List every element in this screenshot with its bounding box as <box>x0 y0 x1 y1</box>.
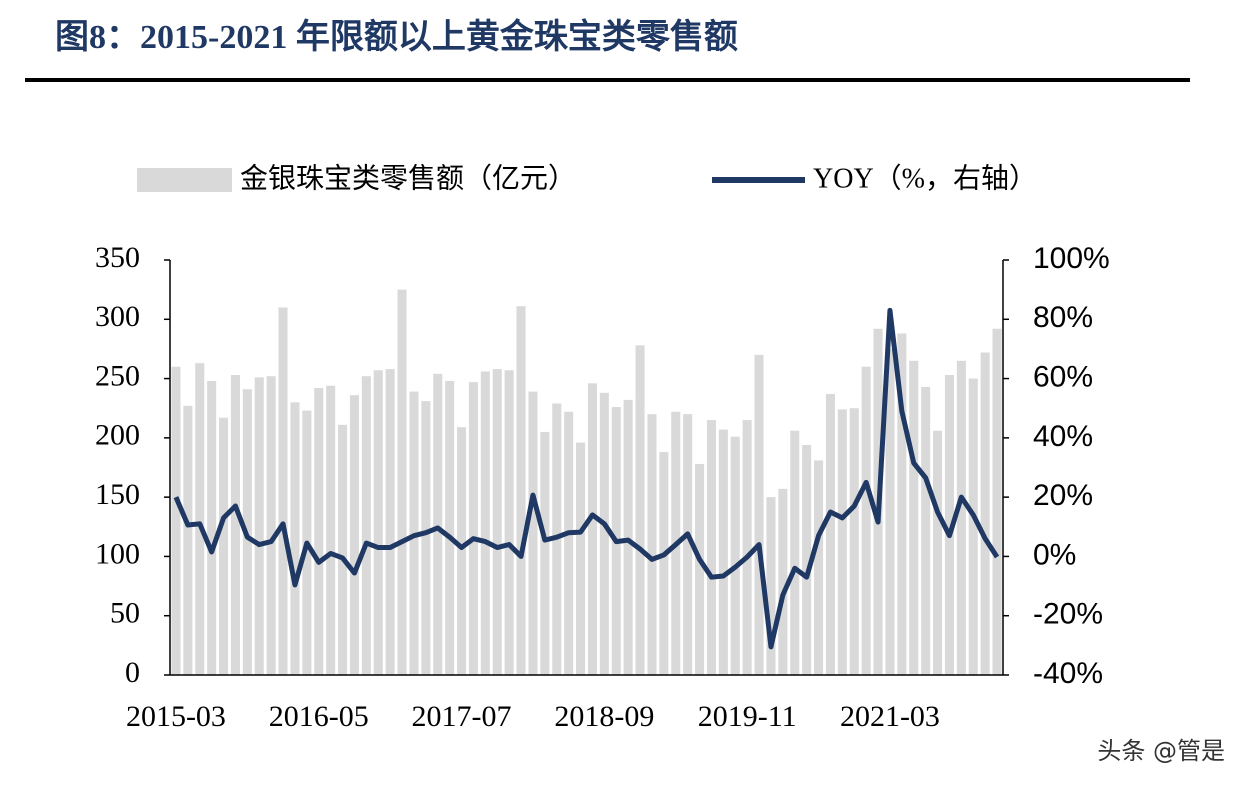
bar <box>576 442 586 675</box>
bar <box>683 414 693 675</box>
y-tick-label: 150 <box>95 478 140 511</box>
y2-tick-label: 40% <box>1033 420 1093 453</box>
bar <box>326 385 336 675</box>
bar <box>361 376 371 675</box>
bar <box>183 405 193 675</box>
bar <box>956 360 966 675</box>
bar <box>254 377 264 675</box>
y2-tick-label: 60% <box>1033 360 1093 393</box>
bar <box>207 380 217 675</box>
bar <box>421 401 431 675</box>
bar <box>195 363 205 675</box>
bar <box>766 497 776 675</box>
bar <box>695 463 705 675</box>
bar <box>837 409 847 675</box>
bar <box>742 420 752 675</box>
bar <box>278 307 288 675</box>
bar <box>992 328 1002 675</box>
bar <box>457 427 467 675</box>
bar <box>921 386 931 675</box>
legend-label: 金银珠宝类零售额（亿元） <box>240 162 576 194</box>
bar <box>468 382 478 675</box>
y-tick-label: 200 <box>95 419 140 452</box>
bar <box>219 417 229 675</box>
bar <box>492 369 502 675</box>
bar <box>825 393 835 675</box>
bar <box>706 420 716 675</box>
bar <box>171 366 181 675</box>
y-tick-label: 100 <box>95 537 140 570</box>
bar <box>433 373 443 675</box>
bar <box>861 366 871 675</box>
y2-tick-label: 20% <box>1033 479 1093 512</box>
bar <box>540 431 550 675</box>
bar <box>778 488 788 675</box>
bar <box>516 306 526 675</box>
legend-swatch <box>137 168 232 192</box>
bar <box>230 375 240 675</box>
x-tick-label: 2021-03 <box>840 700 940 733</box>
bar <box>647 414 657 675</box>
bar <box>909 360 919 675</box>
chart-title: 图8：2015-2021 年限额以上黄金珠宝类零售额 <box>55 17 738 56</box>
bar <box>623 399 633 675</box>
x-tick-label: 2019-11 <box>698 700 797 733</box>
bar <box>266 376 276 675</box>
x-tick-label: 2015-03 <box>126 700 226 733</box>
bar <box>944 375 954 675</box>
legend-label: YOY（%，右轴） <box>813 162 1037 194</box>
y-tick-label: 50 <box>110 597 140 630</box>
y-tick-label: 0 <box>125 656 140 689</box>
bar <box>790 430 800 675</box>
y2-tick-label: 100% <box>1033 242 1110 275</box>
bar <box>338 424 348 675</box>
bar <box>587 383 597 675</box>
bar <box>897 333 907 675</box>
bar <box>718 429 728 675</box>
bar <box>933 430 943 675</box>
bar <box>968 378 978 675</box>
watermark: 头条 @管是 <box>1097 737 1225 765</box>
y-tick-label: 300 <box>95 300 140 333</box>
x-tick-label: 2018-09 <box>554 700 654 733</box>
y-tick-label: 250 <box>95 359 140 392</box>
y-tick-label: 350 <box>95 241 140 274</box>
bar <box>445 380 455 675</box>
bar <box>635 345 645 675</box>
bar <box>802 444 812 675</box>
bar <box>373 370 383 675</box>
y2-tick-label: 80% <box>1033 301 1093 334</box>
bar <box>564 411 574 675</box>
yoy-line <box>173 307 1000 650</box>
bar <box>980 352 990 675</box>
y2-tick-label: -40% <box>1033 657 1103 690</box>
bar <box>885 348 895 675</box>
y2-tick-label: 0% <box>1033 538 1076 571</box>
bar <box>504 370 514 675</box>
x-tick-label: 2017-07 <box>412 700 512 733</box>
x-tick-label: 2016-05 <box>269 700 369 733</box>
bar <box>385 369 395 675</box>
bar <box>849 408 859 675</box>
bar <box>290 402 300 675</box>
bar <box>599 392 609 675</box>
bar <box>754 354 764 675</box>
bar <box>814 460 824 675</box>
y2-tick-label: -20% <box>1033 598 1103 631</box>
bar <box>397 289 407 675</box>
bar <box>480 371 490 675</box>
bar <box>659 452 669 675</box>
bar <box>528 391 538 675</box>
bar <box>314 388 324 675</box>
bar <box>349 395 359 675</box>
bar <box>730 436 740 675</box>
